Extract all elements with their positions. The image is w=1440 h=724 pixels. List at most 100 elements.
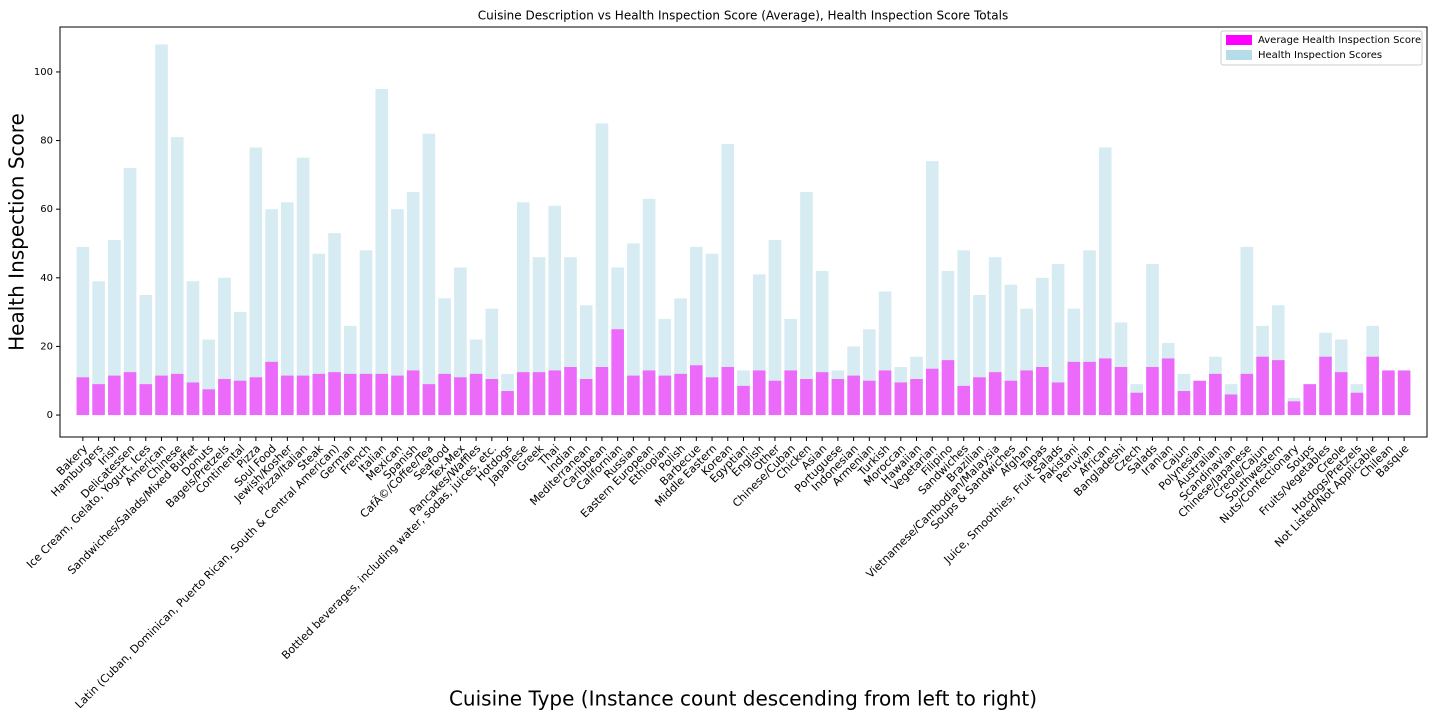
bar: [1382, 370, 1395, 416]
bar: [516, 372, 530, 416]
bar: [1083, 361, 1096, 416]
bar: [1146, 367, 1159, 416]
bar: [1114, 367, 1128, 416]
bar: [548, 205, 562, 416]
bar: [1240, 246, 1254, 416]
bar: [438, 373, 451, 416]
bar: [202, 389, 215, 416]
bar: [1051, 382, 1065, 416]
bar: [941, 360, 955, 416]
bar: [76, 377, 90, 416]
bar: [863, 380, 876, 416]
bar: [564, 367, 577, 416]
bar: [281, 202, 294, 416]
bar: [1224, 394, 1238, 416]
bar: [847, 375, 860, 416]
bar: [768, 380, 782, 416]
bar: [1240, 373, 1254, 416]
bar: [595, 367, 609, 416]
bar: [579, 379, 593, 416]
chart-title: Cuisine Description vs Health Inspection…: [478, 9, 1008, 23]
bar: [1319, 356, 1332, 416]
bar: [343, 373, 357, 416]
bar: [1287, 401, 1301, 416]
legend-label: Health Inspection Scores: [1258, 50, 1382, 61]
legend-box: [1220, 30, 1423, 66]
bar: [485, 379, 499, 416]
bar: [595, 123, 609, 416]
bar: [469, 373, 483, 416]
bar: [218, 379, 231, 416]
bar: [627, 243, 640, 416]
bar: [139, 384, 153, 416]
bar: [642, 198, 656, 416]
bar: [1098, 147, 1112, 416]
bar: [249, 377, 263, 416]
bar: [658, 375, 672, 416]
bar: [1161, 358, 1175, 416]
bar: [516, 202, 530, 416]
bar: [737, 385, 750, 416]
bar: [800, 379, 813, 416]
bar: [249, 147, 263, 416]
bar: [548, 370, 562, 416]
bar: [705, 377, 719, 416]
bar: [359, 373, 373, 416]
y-tick-label: 100: [34, 67, 53, 78]
bar: [1004, 380, 1018, 416]
bar: [281, 375, 294, 416]
legend: Average Health Inspection Score Health In…: [1220, 30, 1423, 66]
bar: [170, 137, 184, 416]
bar: [878, 370, 892, 416]
bar: [123, 372, 137, 416]
bar: [831, 379, 845, 416]
bar: [784, 370, 797, 416]
bar: [123, 168, 137, 416]
bar: [642, 370, 656, 416]
bar: [422, 384, 436, 416]
bar: [265, 361, 278, 416]
bar: [611, 329, 624, 416]
bar: [752, 370, 766, 416]
bar: [674, 373, 687, 416]
bar: [391, 375, 404, 416]
bar: [1272, 360, 1285, 416]
bar: [233, 380, 247, 416]
bar: [690, 365, 703, 416]
bar: [296, 375, 310, 416]
bar: [988, 372, 1002, 416]
bar: [186, 281, 200, 416]
y-tick-label: 40: [40, 273, 53, 284]
bar: [155, 44, 168, 416]
bar: [1193, 380, 1206, 416]
x-axis-label: Cuisine Type (Instance count descending …: [449, 687, 1037, 711]
bar: [375, 89, 389, 416]
y-tick-label: 0: [47, 410, 53, 421]
bar: [1067, 361, 1081, 416]
legend-swatch: [1226, 50, 1252, 60]
bar: [422, 133, 436, 416]
bar: [894, 382, 908, 416]
bar: [1303, 384, 1317, 416]
bar: [768, 240, 782, 416]
y-tick-label: 80: [40, 136, 53, 147]
bar: [910, 379, 923, 416]
bar: [705, 253, 719, 416]
bar: [721, 367, 735, 416]
legend-label: Average Health Inspection Score: [1258, 35, 1421, 46]
y-axis-label: Health Inspection Score: [5, 113, 29, 351]
bar: [925, 161, 939, 416]
bar: [186, 382, 200, 416]
bar: [1036, 367, 1049, 416]
bar: [406, 370, 420, 416]
bar: [1334, 372, 1348, 416]
bar: [155, 375, 168, 416]
bar: [391, 209, 404, 416]
bar: [957, 385, 971, 416]
bar: [800, 192, 813, 416]
bar: [1366, 356, 1379, 416]
bar: [1130, 392, 1144, 416]
bar: [296, 157, 310, 416]
